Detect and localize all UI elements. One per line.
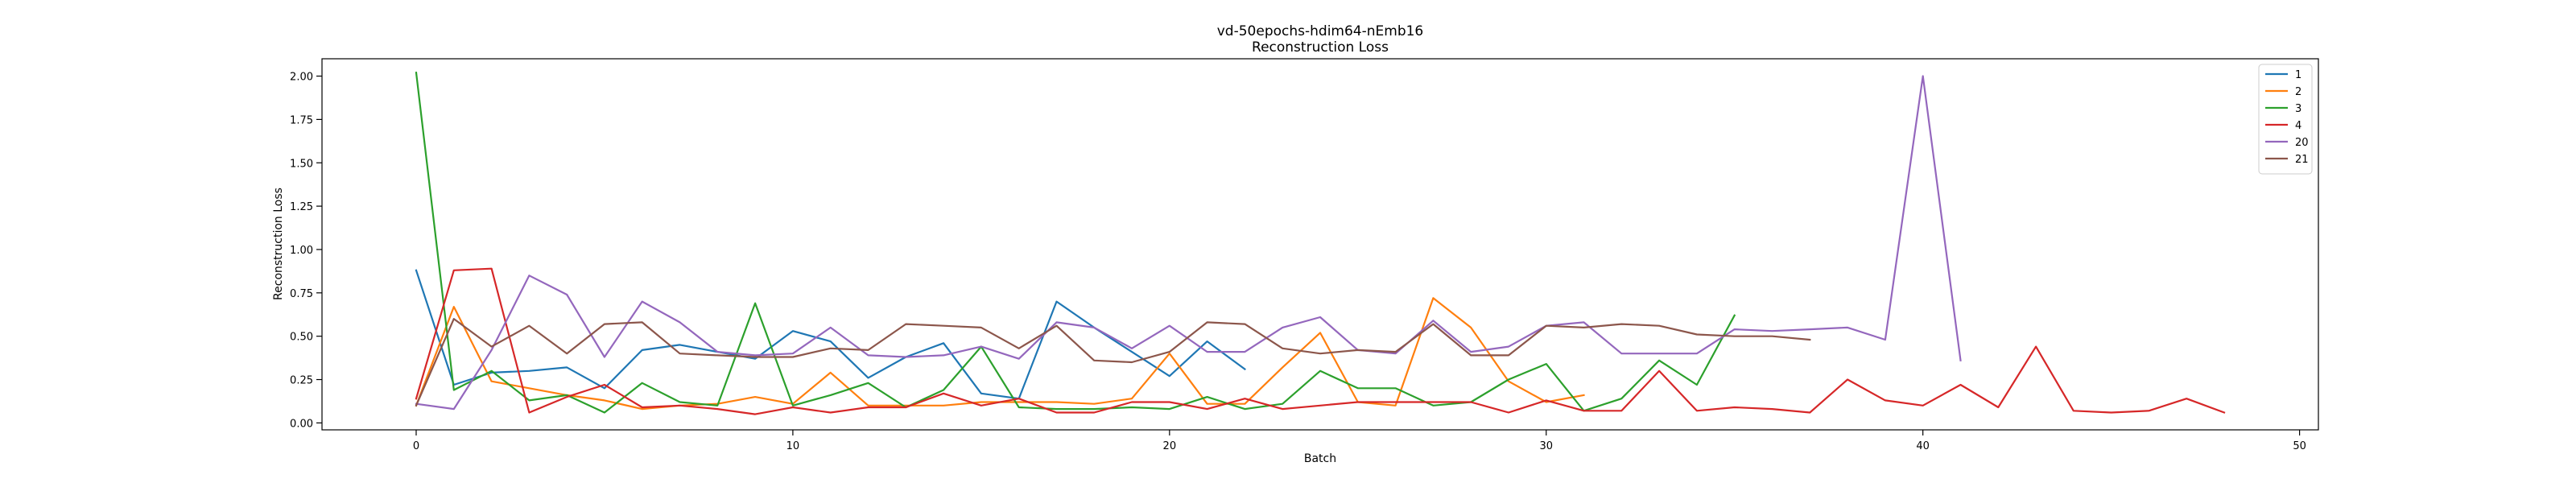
legend-label-4: 4 — [2295, 120, 2301, 132]
chart-title: vd-50epochs-hdim64-nEmb16 — [1217, 23, 1424, 39]
series-line-20 — [415, 75, 1962, 411]
y-tick-label: 0.75 — [290, 288, 313, 300]
y-tick-label: 1.50 — [290, 158, 313, 170]
legend-label-20: 20 — [2295, 137, 2309, 149]
y-tick-label: 0.00 — [290, 418, 313, 430]
series-line-1 — [415, 269, 1246, 400]
chart-legend: 1 2 3 4 20 21 — [2258, 64, 2313, 175]
y-axis: 0.00 0.25 0.50 0.75 1.00 1.25 1.50 1.75 2.00 — [290, 72, 322, 430]
series-line-21 — [415, 318, 1811, 407]
x-tick-label: 50 — [2293, 440, 2306, 452]
series-line-4 — [415, 267, 2226, 415]
x-tick-label: 0 — [413, 440, 419, 452]
chart-subtitle: Reconstruction Loss — [1252, 39, 1389, 56]
x-tick-label: 30 — [1539, 440, 1553, 452]
plot-area — [415, 71, 2226, 415]
y-tick-label: 1.25 — [290, 201, 313, 213]
x-tick-label: 40 — [1916, 440, 1930, 452]
legend-label-21: 21 — [2295, 154, 2309, 166]
x-axis-label: Batch — [1304, 452, 1336, 465]
legend-label-3: 3 — [2295, 103, 2301, 115]
y-tick-label: 0.50 — [290, 332, 313, 344]
legend-label-1: 1 — [2295, 69, 2301, 81]
x-tick-label: 20 — [1163, 440, 1177, 452]
x-axis: 0 10 20 30 40 50 — [413, 430, 2306, 452]
y-tick-label: 0.25 — [290, 375, 313, 387]
series-line-3 — [415, 71, 1736, 414]
y-tick-label: 1.75 — [290, 114, 313, 126]
y-tick-label: 2.00 — [290, 72, 313, 84]
plot-frame — [321, 58, 2319, 431]
y-tick-label: 1.00 — [290, 245, 313, 257]
legend-label-2: 2 — [2295, 86, 2301, 98]
y-axis-label: Reconstruction Loss — [272, 188, 285, 300]
x-tick-label: 10 — [786, 440, 800, 452]
